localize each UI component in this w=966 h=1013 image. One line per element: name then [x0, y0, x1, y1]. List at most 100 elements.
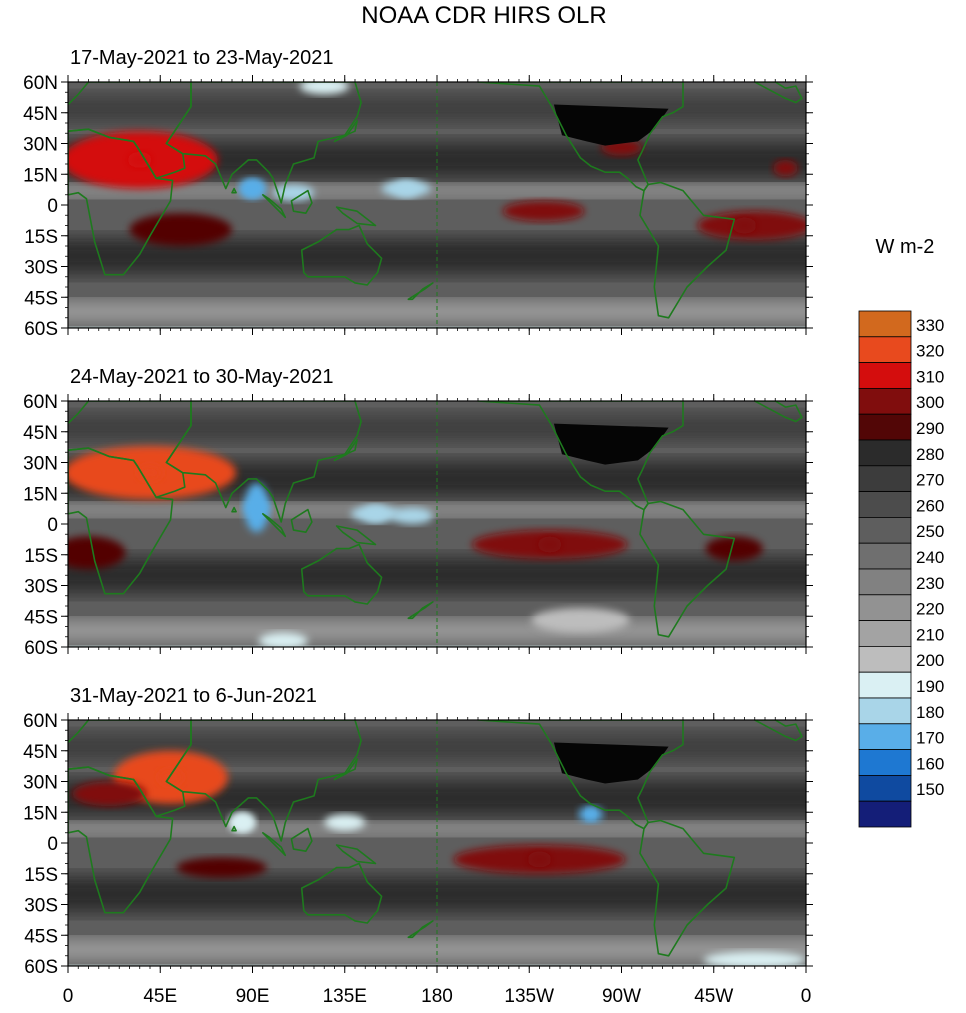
north-america-land: [553, 742, 669, 784]
x-tick-label: 180: [421, 986, 453, 1007]
coastline: [333, 439, 358, 462]
colorbar-tick-label: 200: [916, 651, 944, 670]
y-tick-label: 60N: [23, 392, 58, 413]
y-tick-label: 15S: [24, 227, 58, 248]
y-tick-label: 15S: [24, 865, 58, 886]
olr-field: [68, 401, 806, 647]
olr-feature: [527, 851, 552, 868]
colorbar-tick-label: 170: [916, 729, 944, 748]
colorbar-units-label: W m-2: [876, 236, 935, 258]
olr-anomaly: [129, 213, 232, 247]
y-tick-label: 45N: [23, 742, 58, 763]
coastline: [261, 512, 287, 538]
coastline: [231, 825, 237, 832]
x-tick-label: 45W: [694, 986, 733, 1007]
coastline: [231, 187, 237, 194]
olr-feature: [732, 217, 757, 234]
olr-anomaly: [773, 159, 798, 177]
colorbar-swatch: [858, 336, 912, 363]
colorbar-tick-label: 210: [916, 625, 944, 644]
colorbar-swatch: [858, 387, 912, 415]
y-tick-label: 45S: [24, 288, 58, 309]
coastline: [753, 401, 803, 423]
coastline: [753, 82, 803, 104]
coastline: [335, 844, 377, 865]
panel-period-label: 17-May-2021 to 23-May-2021: [70, 47, 333, 69]
colorbar-swatch: [858, 362, 912, 389]
y-tick-label: 0: [47, 515, 58, 536]
y-tick-label: 15N: [23, 484, 58, 505]
y-tick-label: 45N: [23, 423, 58, 444]
colorbar-swatch: [858, 465, 912, 492]
coastline: [639, 500, 736, 638]
coastline: [753, 720, 803, 742]
colorbar-tick-label: 190: [916, 677, 944, 696]
colorbar-swatch: [858, 542, 912, 570]
coastline: [261, 194, 287, 219]
coastline: [639, 819, 736, 957]
colorbar-swatch: [858, 749, 912, 776]
olr-feature: [537, 536, 562, 553]
olr-band: [68, 939, 806, 960]
y-tick-label: 0: [47, 834, 58, 855]
x-tick-label: 45E: [143, 986, 177, 1007]
olr-feature: [230, 814, 255, 831]
colorbar-swatch: [858, 439, 912, 467]
coastline: [477, 720, 684, 830]
olr-anomaly: [391, 507, 433, 524]
olr-feature: [127, 151, 152, 168]
coastline: [290, 189, 313, 214]
olr-feature: [240, 180, 265, 197]
y-tick-label: 15N: [23, 803, 58, 824]
colorbar-swatch: [858, 697, 912, 725]
panel-1: 60N 45N 30N 15N 0 15S 30S 45S 60S 17-May-2021 to …: [23, 47, 813, 340]
olr-feature: [158, 769, 183, 786]
colorbar-swatch: [858, 723, 912, 750]
olr-band: [68, 301, 806, 322]
coastline: [335, 525, 377, 546]
olr-anomaly: [72, 781, 146, 807]
olr-anomaly: [531, 608, 630, 633]
y-tick-label: 45S: [24, 926, 58, 947]
colorbar-swatch: [858, 310, 912, 338]
y-tick-label: 0: [47, 196, 58, 217]
y-tick-label: 45S: [24, 607, 58, 628]
colorbar-tick-label: 230: [916, 574, 944, 593]
olr-feature: [244, 499, 269, 516]
colorbar-swatch: [858, 594, 912, 621]
coastline: [407, 601, 434, 620]
colorbar-tick-label: 280: [916, 445, 944, 464]
olr-field: [68, 720, 806, 966]
coastline: [300, 862, 383, 924]
coastline: [335, 206, 377, 227]
y-tick-label: 30S: [24, 258, 58, 279]
colorbar-tick-label: 290: [916, 419, 944, 438]
coastline: [261, 831, 287, 857]
panel-period-label: 31-May-2021 to 6-Jun-2021: [70, 685, 317, 707]
y-tick-label: 15S: [24, 546, 58, 567]
olr-anomaly: [324, 814, 366, 831]
y-tick-label: 30N: [23, 454, 58, 475]
y-tick-label: 30S: [24, 577, 58, 598]
coastline: [165, 401, 362, 523]
y-tick-label: 60S: [24, 319, 58, 340]
colorbar-swatch: [858, 413, 912, 441]
olr-anomaly: [502, 200, 585, 222]
olr-anomaly: [705, 536, 763, 561]
y-tick-label: 45N: [23, 104, 58, 125]
olr-anomaly: [703, 951, 806, 966]
colorbar-tick-label: 150: [916, 780, 944, 799]
coastline: [290, 508, 313, 534]
coastline: [477, 82, 684, 192]
coastline: [407, 282, 434, 301]
colorbar-tick-label: 320: [916, 342, 944, 361]
colorbar-tick-label: 220: [916, 600, 944, 619]
panel-3: 60N 45N 30N 15N 0 15S 30S 45S 60S 31-May-2021 to …: [23, 685, 813, 978]
coastline: [300, 224, 383, 286]
panel-period-label: 24-May-2021 to 30-May-2021: [70, 366, 333, 388]
colorbar-tick-label: 330: [916, 316, 944, 335]
colorbar-tick-label: 310: [916, 367, 944, 386]
x-axis-labels: 0 45E 90E 135E 180 135W 90W 45W 0: [63, 986, 812, 1007]
y-tick-label: 60S: [24, 638, 58, 659]
